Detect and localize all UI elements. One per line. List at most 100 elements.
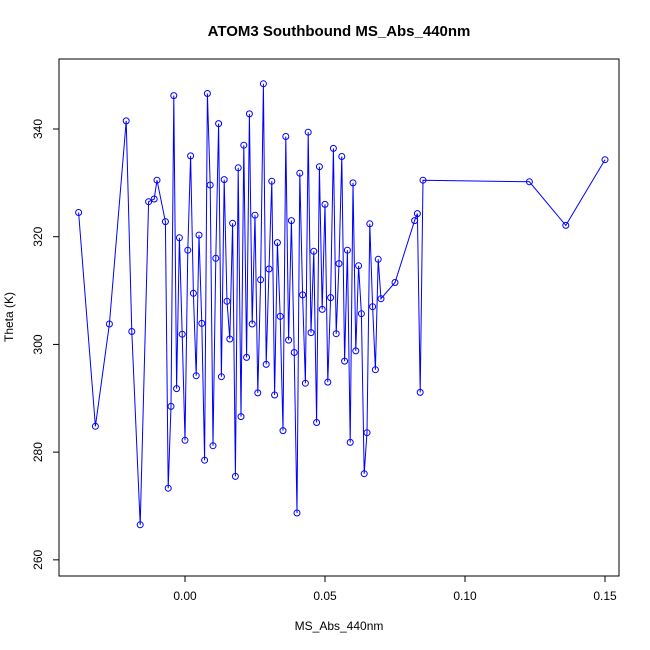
data-point: [187, 152, 195, 160]
data-point: [324, 378, 332, 386]
data-point: [315, 163, 323, 171]
data-point: [285, 336, 293, 344]
data-point: [240, 141, 248, 149]
data-point: [349, 179, 357, 187]
x-tick-label: 0.00: [173, 589, 197, 603]
data-point: [161, 218, 169, 226]
data-point: [301, 379, 309, 387]
data-point: [145, 198, 153, 206]
data-point: [212, 254, 220, 262]
plot-frame: [58, 58, 620, 577]
x-tick-label: 0.05: [313, 589, 337, 603]
data-point: [91, 422, 99, 430]
data-point: [363, 429, 371, 437]
data-point: [259, 80, 267, 88]
data-point: [75, 209, 83, 216]
data-point: [413, 210, 421, 218]
data-point: [279, 427, 287, 435]
data-point: [220, 176, 228, 184]
data-point: [203, 90, 211, 97]
data-point: [287, 217, 295, 225]
data-point: [217, 373, 225, 381]
data-point: [153, 176, 161, 184]
y-axis: 260 280 300 320 340: [31, 119, 59, 570]
data-point: [128, 328, 136, 335]
data-point: [223, 297, 231, 305]
y-tick-label: 320: [31, 226, 45, 246]
data-point: [304, 128, 312, 136]
data-point: [243, 353, 251, 361]
data-point: [321, 200, 329, 208]
data-point: [360, 470, 368, 478]
y-axis-label: Theta (K): [2, 292, 16, 342]
data-point: [268, 177, 276, 185]
data-point: [273, 239, 281, 247]
data-point: [105, 320, 113, 328]
data-point: [332, 330, 340, 338]
data-point: [209, 442, 217, 450]
data-point: [226, 335, 234, 343]
data-point: [318, 305, 326, 313]
data-point: [181, 436, 189, 444]
chart-title: ATOM3 Southbound MS_Abs_440nm: [208, 23, 471, 40]
data-point: [215, 120, 223, 128]
x-tick-label: 0.10: [453, 589, 477, 603]
data-point: [329, 144, 337, 152]
y-tick-label: 280: [31, 442, 45, 462]
data-point: [352, 347, 360, 355]
data-point: [136, 521, 144, 529]
data-point: [346, 438, 354, 446]
data-point: [299, 291, 307, 299]
data-point: [296, 169, 304, 177]
data-point: [150, 195, 158, 203]
data-point: [391, 279, 399, 286]
x-tick-label: 0.15: [593, 589, 617, 603]
data-point: [371, 366, 379, 374]
y-tick-label: 340: [31, 119, 45, 139]
x-axis-label: MS_Abs_440nm: [295, 619, 384, 633]
data-point: [192, 372, 200, 380]
data-point: [206, 181, 214, 189]
data-point: [416, 388, 424, 396]
data-point: [357, 310, 365, 318]
data-point: [173, 385, 181, 393]
data-point: [175, 234, 183, 242]
data-point: [335, 260, 343, 268]
data-point: [366, 220, 374, 228]
data-point: [338, 153, 346, 160]
data-point: [164, 484, 172, 492]
y-tick-label: 260: [31, 550, 45, 570]
data-point: [562, 221, 570, 229]
data-point: [276, 312, 284, 320]
data-point: [167, 402, 175, 410]
data-point: [262, 360, 270, 368]
data-point: [229, 219, 237, 227]
data-point: [290, 349, 298, 356]
data-point: [310, 247, 318, 255]
data-point: [525, 178, 533, 186]
data-point: [374, 255, 382, 263]
series-line: [78, 83, 606, 525]
data-point: [419, 176, 427, 184]
data-point: [411, 217, 419, 225]
data-point: [341, 357, 349, 365]
data-point: [198, 319, 206, 327]
data-point: [245, 110, 253, 118]
data-point: [271, 391, 279, 399]
data-point: [257, 276, 265, 284]
data-point: [201, 456, 209, 464]
data-point: [234, 164, 242, 172]
x-axis: 0.00 0.05 0.10 0.15: [173, 576, 617, 603]
data-point: [343, 246, 351, 254]
data-point: [122, 117, 130, 125]
y-tick-label: 300: [31, 334, 45, 354]
data-point: [254, 389, 262, 397]
data-point: [231, 472, 239, 480]
data-point: [195, 231, 203, 239]
data-point: [178, 330, 186, 338]
data-point: [327, 294, 335, 302]
data-point: [251, 211, 259, 219]
data-point: [265, 265, 273, 273]
data-point: [307, 329, 315, 337]
